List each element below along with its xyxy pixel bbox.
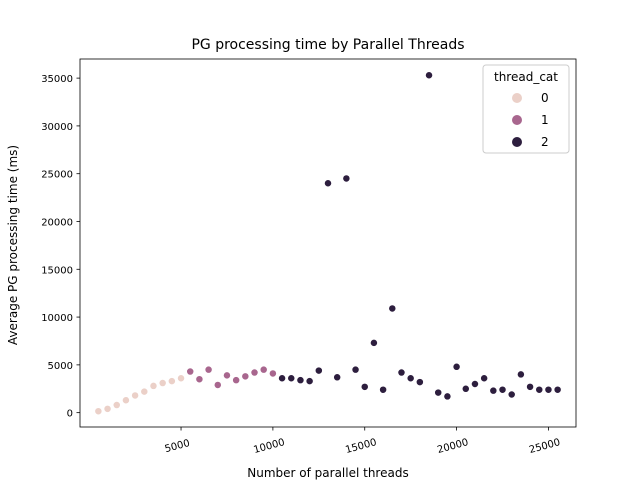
data-point-series-2-20 (461, 384, 470, 393)
data-point-series-2-0 (278, 374, 287, 383)
data-point-series-2-13 (397, 368, 406, 377)
data-point-series-0-3 (121, 396, 130, 405)
data-point-series-1-6 (241, 372, 250, 381)
legend: thread_cat 0 1 2 (482, 64, 570, 154)
data-point-series-2-27 (526, 382, 535, 391)
data-point-series-2-18 (443, 392, 452, 401)
data-point-series-1-0 (186, 367, 195, 376)
legend-label-1: 1 (541, 113, 549, 127)
data-point-series-2-24 (498, 385, 507, 394)
data-point-series-2-29 (544, 385, 553, 394)
data-point-series-2-11 (379, 385, 388, 394)
legend-marker-1 (512, 115, 522, 125)
data-point-series-2-12 (388, 304, 397, 313)
y-tick-label: 35000 (41, 74, 73, 85)
y-tick-label: 10000 (41, 313, 73, 324)
y-tick-label: 5000 (48, 361, 73, 372)
x-axis: 5000 10000 15000 20000 25000 (164, 427, 562, 456)
data-point-series-1-8 (259, 365, 268, 374)
data-point-series-1-3 (213, 380, 222, 389)
data-point-series-1-9 (268, 369, 277, 378)
data-point-series-0-5 (140, 387, 149, 396)
y-tick-label: 20000 (41, 217, 73, 228)
data-point-series-0-8 (167, 377, 176, 386)
data-point-series-1-2 (204, 365, 213, 374)
data-point-series-2-17 (434, 388, 443, 397)
data-point-series-1-5 (232, 376, 241, 385)
chart-title: PG processing time by Parallel Threads (191, 37, 464, 53)
data-point-series-2-25 (507, 390, 516, 399)
data-point-series-2-30 (553, 385, 562, 394)
x-tick-label: 10000 (252, 437, 286, 456)
data-point-series-2-19 (452, 362, 461, 371)
y-tick-label: 0 (67, 409, 73, 420)
data-point-series-2-2 (296, 376, 305, 385)
data-point-series-0-7 (158, 379, 167, 387)
data-point-series-1-4 (223, 371, 231, 380)
data-point-series-2-28 (535, 385, 544, 394)
y-tick-label: 15000 (41, 265, 73, 276)
legend-title: thread_cat (494, 70, 558, 84)
data-point-series-0-6 (149, 381, 158, 390)
data-point-series-2-23 (489, 386, 498, 395)
x-tick-label: 20000 (436, 437, 470, 456)
legend-marker-0 (512, 93, 522, 103)
legend-label-0: 0 (541, 91, 549, 105)
y-axis-label: Average PG processing time (ms) (6, 145, 20, 345)
y-tick-label: 25000 (41, 170, 73, 181)
data-point-series-2-7 (342, 174, 351, 183)
data-point-series-0-9 (177, 374, 185, 383)
data-point-series-2-26 (516, 370, 525, 379)
legend-frame (482, 64, 570, 154)
data-point-series-0-1 (103, 404, 112, 413)
data-point-series-2-5 (324, 179, 332, 188)
x-axis-label: Number of parallel threads (247, 466, 408, 480)
data-point-series-1-1 (195, 375, 204, 384)
data-point-series-2-15 (415, 378, 424, 387)
data-point-series-1-7 (250, 368, 259, 377)
plot-area (79, 58, 577, 428)
data-point-series-2-4 (314, 366, 323, 375)
legend-label-2: 2 (541, 135, 549, 149)
y-axis: 0 5000 10000 15000 20000 25000 30000 35000 (41, 74, 80, 420)
data-point-series-2-16 (425, 71, 433, 80)
y-tick-label: 30000 (41, 122, 73, 133)
data-point-series-2-6 (333, 373, 342, 382)
data-point-series-2-10 (369, 338, 378, 347)
data-point-series-2-22 (480, 374, 489, 383)
x-tick-label: 15000 (344, 437, 378, 456)
data-point-series-2-21 (471, 380, 479, 388)
data-point-series-2-1 (287, 374, 296, 383)
data-point-series-2-8 (351, 365, 360, 374)
x-tick-label: 25000 (528, 437, 562, 456)
x-tick-label: 5000 (164, 438, 191, 455)
plot-frame (79, 58, 577, 428)
data-point-series-0-4 (131, 391, 140, 400)
data-point-series-2-14 (406, 374, 415, 383)
data-point-series-2-3 (305, 377, 314, 386)
legend-marker-2 (512, 137, 522, 147)
data-point-series-0-0 (94, 407, 103, 416)
legend-entries: 0 1 2 (512, 91, 549, 149)
data-point-series-0-2 (112, 401, 121, 409)
data-point-series-2-9 (360, 382, 369, 391)
